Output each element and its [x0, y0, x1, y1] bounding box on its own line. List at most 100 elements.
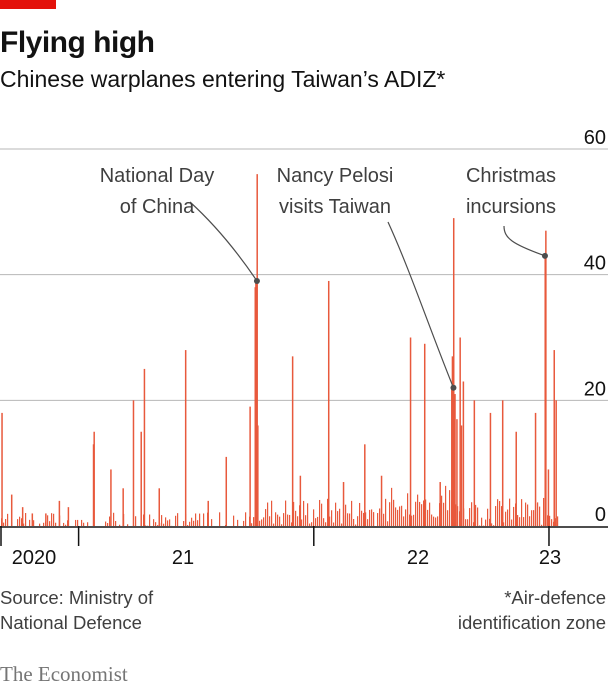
bar-texture-mark — [285, 500, 287, 526]
bar-texture-mark — [363, 512, 365, 526]
bar-texture-mark — [481, 517, 483, 526]
bar — [423, 343, 426, 526]
bar-texture-mark — [309, 523, 311, 526]
bar-texture-mark — [305, 515, 307, 526]
bar-texture-mark — [83, 522, 85, 526]
bar-texture-mark — [263, 517, 265, 526]
bar-texture-mark — [475, 504, 477, 526]
bar-texture-mark — [523, 517, 525, 526]
bar-texture-mark — [431, 514, 433, 526]
bar — [553, 350, 555, 526]
annotation-leader-line — [503, 225, 546, 257]
bar — [545, 230, 547, 526]
bar — [462, 381, 465, 526]
bar-texture-mark — [521, 499, 523, 526]
bar-texture-mark — [287, 514, 289, 526]
bar-texture-mark — [175, 515, 177, 526]
bar — [255, 280, 257, 526]
annotation-label: Nancy Pelosi — [277, 165, 394, 187]
bar — [249, 406, 251, 526]
bar-texture-mark — [291, 522, 293, 526]
bar-texture-mark — [119, 524, 121, 526]
bar-texture-mark — [189, 521, 191, 526]
bar-texture-mark — [193, 520, 195, 526]
bar-texture-mark — [253, 517, 255, 526]
bar — [140, 431, 142, 526]
bar-texture-mark — [549, 515, 551, 526]
annotation-leader-line — [387, 221, 455, 388]
bar-texture-mark — [423, 500, 425, 526]
bar-texture-mark — [469, 508, 471, 526]
bar-texture-mark — [299, 505, 301, 526]
bar-texture-mark — [191, 517, 193, 526]
bar-texture-mark — [401, 505, 403, 526]
bar — [460, 425, 463, 526]
bar-texture-mark — [301, 519, 303, 526]
bar-texture-mark — [143, 514, 145, 526]
bar — [257, 425, 259, 526]
bar-texture-mark — [491, 523, 493, 526]
bar-texture-mark — [377, 513, 379, 526]
bar — [473, 400, 476, 526]
annotation-label: visits Taiwan — [279, 196, 391, 218]
bar-texture-mark — [289, 514, 291, 526]
bar — [555, 400, 557, 526]
bar-texture-mark — [425, 499, 427, 526]
bar-texture-mark — [75, 519, 77, 526]
bar-texture-mark — [161, 515, 163, 526]
bar-texture-mark — [105, 521, 107, 526]
bar — [225, 456, 228, 526]
bar-texture-mark — [187, 525, 189, 526]
bar-texture-mark — [393, 499, 395, 526]
bar-texture-mark — [243, 520, 245, 526]
bar-texture-mark — [479, 525, 481, 526]
y-tick-label: 60 — [584, 127, 606, 149]
bar-texture-mark — [293, 501, 295, 526]
bar-texture-mark — [53, 513, 55, 526]
bar-texture-mark — [237, 519, 239, 526]
bar-texture-mark — [551, 519, 553, 526]
bar-texture-mark — [529, 516, 531, 526]
bar-texture-mark — [317, 516, 319, 526]
bar-texture-mark — [519, 517, 521, 526]
bar-texture-mark — [349, 513, 351, 526]
bar — [515, 431, 517, 526]
bar-texture-mark — [5, 519, 7, 526]
bar-texture-mark — [373, 512, 375, 526]
x-tick-label: 23 — [539, 547, 561, 569]
bar-texture-mark — [395, 507, 397, 526]
bar — [380, 475, 383, 526]
bar-texture-mark — [25, 513, 27, 526]
bar-texture-mark — [541, 524, 543, 526]
bar-texture-mark — [507, 509, 509, 526]
bar-texture-mark — [195, 513, 197, 526]
bar-texture-mark — [245, 512, 247, 526]
bar-texture-mark — [19, 516, 21, 526]
bar-texture-mark — [149, 514, 151, 526]
bar-texture-mark — [397, 509, 399, 526]
bar-texture-mark — [107, 523, 109, 526]
bar-texture-mark — [345, 504, 347, 526]
bar-texture-mark — [495, 506, 497, 526]
annotation-label: Christmas — [466, 165, 556, 187]
footnote: *Air-defence identification zone — [458, 585, 606, 635]
bar-texture-mark — [145, 525, 147, 526]
brand-red-tag — [0, 0, 56, 9]
bar — [143, 368, 146, 526]
bar-texture-mark — [219, 512, 221, 526]
bar-texture-mark — [415, 501, 417, 526]
bar — [10, 494, 13, 526]
annotation-dot — [253, 277, 260, 284]
bar — [132, 400, 135, 526]
bar-texture-mark — [333, 522, 335, 526]
bar — [489, 412, 492, 526]
bar-texture-mark — [153, 519, 155, 526]
bar-texture-mark — [261, 519, 263, 526]
bar-texture-mark — [157, 525, 159, 526]
bar-texture-mark — [329, 516, 331, 526]
bar-texture-mark — [271, 500, 273, 526]
bar — [1, 412, 3, 526]
bar — [58, 500, 61, 526]
bar-texture-mark — [467, 519, 469, 526]
bar — [67, 507, 70, 526]
